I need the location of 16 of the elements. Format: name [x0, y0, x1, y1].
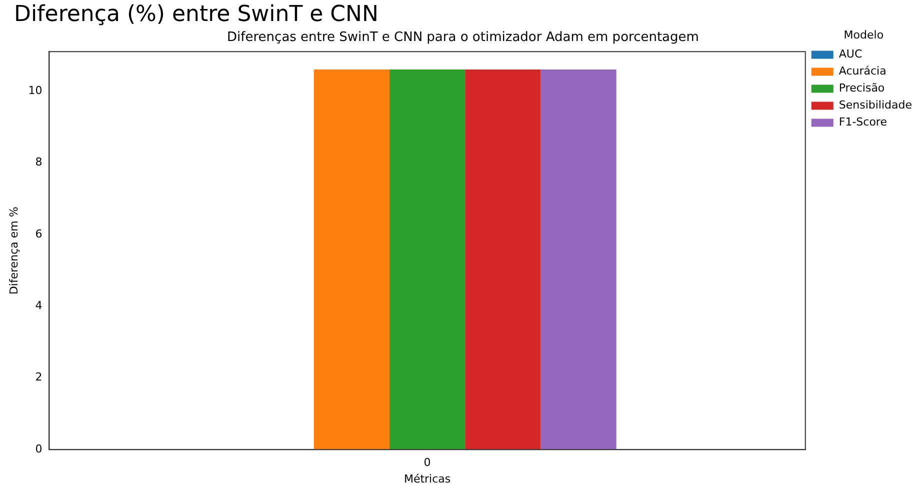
- chart-title: Diferença (%) entre SwinT e CNN: [13, 1, 380, 29]
- y-tick-label: 4: [35, 299, 42, 312]
- y-tick-label: 10: [28, 84, 42, 97]
- y-tick-label: 2: [35, 370, 42, 384]
- y-axis-title: Diferença em %: [7, 206, 20, 295]
- legend-label: Precisão: [838, 82, 885, 95]
- legend-label: Sensibilidade: [838, 98, 912, 112]
- legend-label: Acurácia: [838, 64, 886, 78]
- y-tick-label: 6: [35, 227, 42, 240]
- legend-label: F1-Score: [838, 116, 888, 129]
- y-tick-label: 8: [35, 156, 42, 169]
- x-axis-title: Métricas: [404, 472, 451, 486]
- y-tick-label: 0: [35, 442, 42, 456]
- legend-label: AUC: [838, 48, 862, 61]
- chart-subtitle: Diferenças entre SwinT e CNN para o otimizador Adam em porcentagem: [227, 30, 699, 46]
- legend-title: Modelo: [844, 28, 884, 42]
